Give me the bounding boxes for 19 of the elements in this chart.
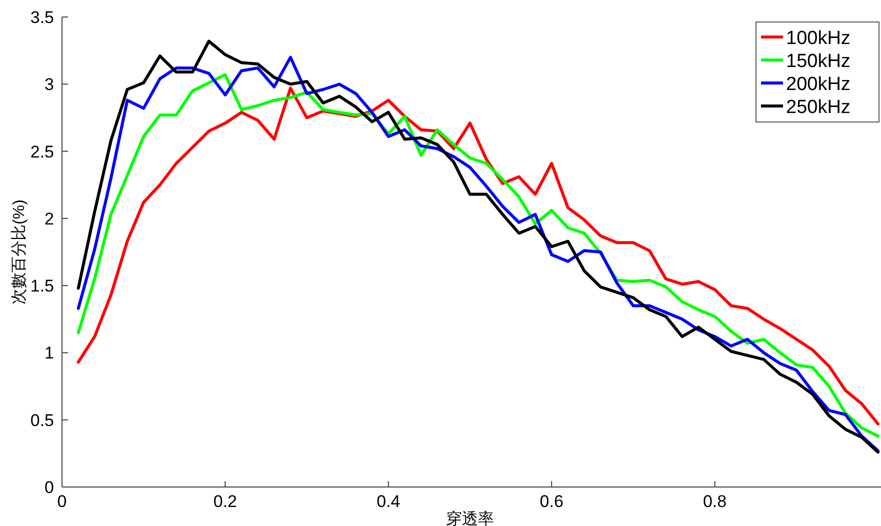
y-tick-label: 0 xyxy=(44,478,54,497)
y-tick-label: 1 xyxy=(44,344,54,363)
x-tick-label: 0.8 xyxy=(702,492,727,511)
legend-label: 150kHz xyxy=(786,51,850,72)
y-tick-label: 0.5 xyxy=(30,410,54,430)
y-tick-label: 1.5 xyxy=(30,276,54,296)
legend-label: 100kHz xyxy=(786,28,850,49)
legend-label: 200kHz xyxy=(786,74,850,95)
y-axis-title: 次數百分比(%) xyxy=(10,200,28,304)
x-tick-label: 0 xyxy=(57,492,67,511)
x-axis-title: 穿透率 xyxy=(446,510,494,526)
y-tick-label: 3 xyxy=(44,75,54,94)
y-tick-label: 2.5 xyxy=(30,142,54,162)
y-tick-label: 3.5 xyxy=(30,8,54,27)
x-tick-label: 0.4 xyxy=(376,492,400,511)
x-tick-label: 0.6 xyxy=(540,492,564,511)
x-tick-label: 0.2 xyxy=(213,492,238,511)
y-tick-label: 2 xyxy=(44,209,54,228)
legend-label: 250kHz xyxy=(786,97,850,118)
